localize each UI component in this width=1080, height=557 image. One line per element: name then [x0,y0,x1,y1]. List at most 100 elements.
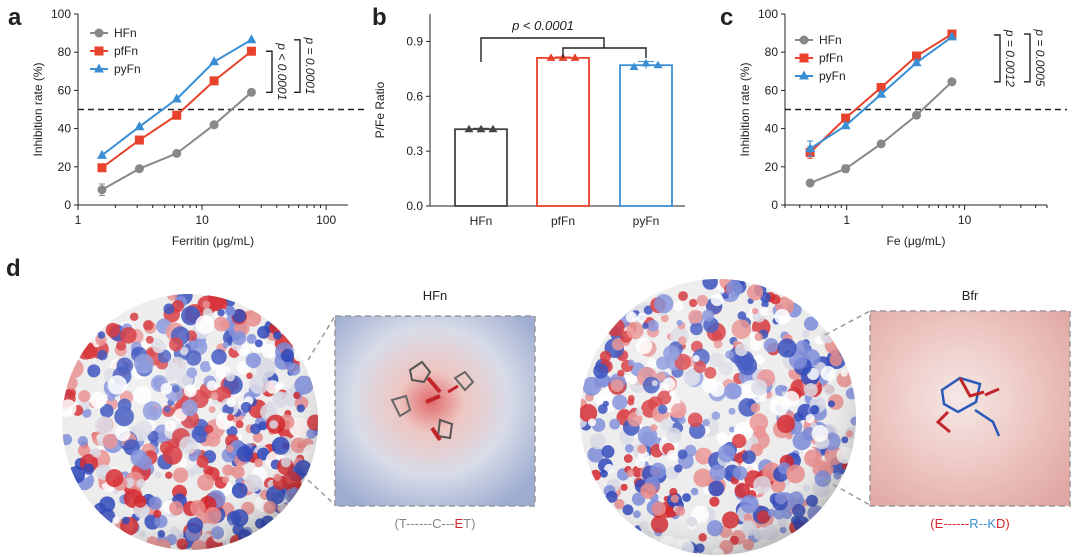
data-point-pyFn [134,121,145,131]
data-point-HFn [876,139,886,149]
data-point-HFn [134,164,144,174]
data-point-pyFn [246,34,257,44]
hfn-sequence: (T------C---ET) [395,516,476,531]
data-point-HFn [841,164,851,174]
p-value-label: p = 0.0001 [303,37,317,95]
hfn-channel-zoom [335,316,535,506]
data-point-pfFn [546,53,556,61]
y-tick-label: 20 [58,160,72,174]
legend-marker-HFn [94,28,104,38]
hfn-channel-residues [390,360,475,442]
significance-bracket [1024,33,1031,83]
sequence-segment: K [987,516,996,531]
data-point-pyFn [209,56,220,66]
data-point-pfFn [911,51,921,61]
chart-a: 0 20 40 60 80 100 1 10 100 Ferritin (μg/mL) Inhibi… [31,7,368,248]
sequence-segment: D) [996,516,1010,531]
y-tick-label: 60 [58,83,72,97]
y-tick-label: 100 [758,7,778,21]
y-tick-label: 0.9 [406,34,423,48]
legend-label-HFn: HFn [114,26,137,40]
x-tick-label: 10 [195,213,209,227]
bar-HFn [454,128,508,207]
data-point-pfFn [570,53,580,61]
legend-marker-pfFn [799,53,809,63]
y-axis-label: P/Fe Ratio [373,81,387,138]
x-axis-label: Fe (μg/mL) [887,234,946,248]
bar-pfFn [536,56,590,207]
y-tick-label: 40 [58,122,72,136]
data-point-pfFn [876,83,886,93]
legend-label-pyFn: pyFn [819,69,846,83]
y-tick-label: 80 [765,45,779,59]
sequence-segment: (E [930,516,943,531]
y-tick-label: 80 [58,45,72,59]
data-point-HFn [97,185,107,195]
data-point-pyFn [840,120,851,130]
x-tick-label: 1 [843,213,850,227]
sequence-segment: R [969,516,978,531]
legend-marker-pyFn [799,70,809,80]
data-point-pyFn [946,31,957,41]
y-tick-label: 0.6 [406,89,423,103]
data-point-pfFn [172,110,182,120]
x-tick-label: pyFn [633,214,660,228]
p-value-label: p < 0.0001 [275,42,289,100]
data-point-pyFn [805,143,816,153]
data-point-pyFn [653,60,663,69]
series-line-HFn [101,91,253,191]
data-point-HFn [464,124,474,133]
data-point-pyFn [629,62,639,71]
data-point-pyFn [96,149,107,159]
significance-bracket [294,39,301,94]
chart-c: 0 20 40 60 80 100 1 10 Fe (μg/mL) Inhibition rate… [738,7,1067,248]
x-tick-label: 1 [75,213,82,227]
y-tick-label: 100 [51,7,71,21]
significance-bracket [562,47,647,58]
bar-pyFn [619,64,673,207]
data-point-pyFn [876,88,887,98]
data-point-HFn [805,178,815,188]
y-tick-label: 60 [765,83,779,97]
legend-marker-pyFn [94,63,104,73]
p-value-label: p = 0.0005 [1033,28,1047,86]
legend-marker-HFn [799,35,809,45]
data-point-HFn [488,124,498,133]
y-axis-label: Inhibition rate (%) [738,62,752,156]
significance-bracket [480,37,605,62]
sequence-segment: E [454,516,463,531]
significance-bracket [266,50,273,94]
data-point-HFn [172,148,182,158]
hfn-zoom-title: HFn [423,288,448,303]
panel-label-b: b [372,4,387,31]
sequence-segment: C [432,516,441,531]
significance-bracket [994,34,1001,83]
data-point-pyFn [911,57,922,67]
x-tick-label: 100 [316,213,336,227]
data-point-pfFn [841,113,851,123]
sequence-segment: T) [463,516,475,531]
legend-label-pfFn: pfFn [114,44,138,58]
data-point-HFn [209,120,219,130]
p-value-label: p = 0.0012 [1003,29,1017,87]
p-value-label: p < 0.0001 [511,18,574,33]
data-point-HFn [911,110,921,120]
data-point-HFn [476,124,486,133]
x-tick-label: HFn [470,214,493,228]
data-point-pyFn [641,58,651,67]
x-tick-label: 10 [958,213,972,227]
legend-label-pfFn: pfFn [819,51,843,65]
sequence-segment: (T [395,516,407,531]
bfr-zoom-title: Bfr [962,288,979,303]
data-point-HFn [246,87,256,97]
bfr-channel-zoom [870,311,1070,506]
panel-label-a: a [8,4,22,31]
y-tick-label: 0 [64,198,71,212]
legend-label-pyFn: pyFn [114,62,141,76]
data-point-pyFn [171,93,182,103]
y-axis-label: Inhibition rate (%) [31,62,45,156]
y-tick-label: 40 [765,122,779,136]
panel-label-c: c [720,4,734,31]
sequence-segment: ------ [406,516,432,531]
